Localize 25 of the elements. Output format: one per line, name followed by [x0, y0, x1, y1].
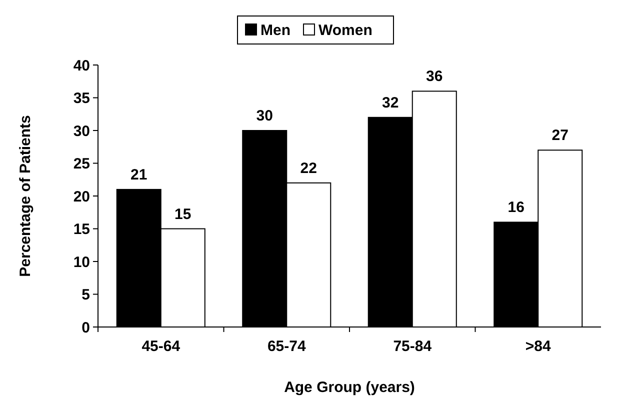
data-label: 27 [552, 127, 568, 144]
y-tick-label: 40 [73, 57, 90, 74]
data-label: 21 [130, 166, 148, 184]
legend-label: Men [260, 22, 290, 39]
x-axis-title: Age Group (years) [284, 379, 415, 396]
data-label: 32 [382, 94, 399, 112]
y-tick-label: 20 [73, 188, 90, 206]
y-axis-title: Percentage of Patients [17, 115, 34, 277]
y-tick-label: 15 [73, 221, 90, 238]
data-label: 16 [508, 199, 524, 216]
data-label: 22 [300, 160, 317, 177]
x-tick-label: 45-64 [142, 338, 181, 355]
data-label: 30 [256, 108, 273, 124]
x-tick-label: >84 [525, 338, 552, 355]
y-tick-label: 30 [73, 122, 90, 140]
data-label: 36 [426, 68, 443, 86]
x-tick-label: 75-84 [393, 338, 432, 355]
y-tick-label: 35 [73, 90, 90, 107]
x-tick-label: 65-74 [267, 338, 306, 355]
y-tick-label: 0 [82, 319, 90, 336]
y-tick-label: 10 [73, 254, 90, 271]
y-tick-label: 5 [82, 286, 90, 304]
data-label: 15 [174, 206, 192, 223]
legend-label: Women [318, 22, 372, 39]
y-tick-label: 25 [73, 156, 90, 172]
